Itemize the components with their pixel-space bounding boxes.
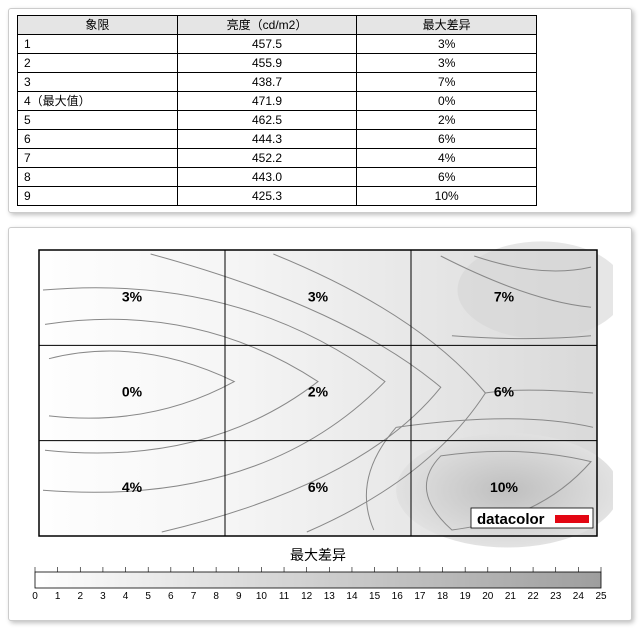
table-cell: 4% xyxy=(357,149,537,168)
table-cell: 9 xyxy=(18,187,178,206)
scale-tick-label: 9 xyxy=(236,591,242,602)
table-header-row: 象限 亮度（cd/m2） 最大差异 xyxy=(18,16,537,35)
table-panel: 象限 亮度（cd/m2） 最大差异 1457.53%2455.93%3438.7… xyxy=(8,8,632,213)
scale-tick-label: 15 xyxy=(369,591,381,602)
table-row: 3438.77% xyxy=(18,73,537,92)
scale-tick-label: 20 xyxy=(482,591,494,602)
table-cell: 425.3 xyxy=(177,187,357,206)
scale-tick-label: 24 xyxy=(573,591,585,602)
table-cell: 444.3 xyxy=(177,130,357,149)
cell-label: 6% xyxy=(308,479,329,495)
scale-tick-label: 11 xyxy=(279,591,290,602)
scale-bar xyxy=(35,572,601,588)
col-header-brightness: 亮度（cd/m2） xyxy=(177,16,357,35)
cell-label: 3% xyxy=(308,288,329,304)
table-row: 8443.06% xyxy=(18,168,537,187)
cell-label: 0% xyxy=(122,384,143,400)
table-cell: 6% xyxy=(357,130,537,149)
table-cell: 0% xyxy=(357,92,537,111)
table-cell: 4（最大值） xyxy=(18,92,178,111)
table-cell: 462.5 xyxy=(177,111,357,130)
scale-tick-label: 17 xyxy=(414,591,426,602)
table-row: 4（最大值）471.90% xyxy=(18,92,537,111)
table-cell: 452.2 xyxy=(177,149,357,168)
table-row: 7452.24% xyxy=(18,149,537,168)
scale-tick-label: 23 xyxy=(550,591,562,602)
scale-tick-label: 18 xyxy=(437,591,449,602)
cell-label: 3% xyxy=(122,288,143,304)
cell-label: 10% xyxy=(490,479,519,495)
table-cell: 2 xyxy=(18,54,178,73)
cell-label: 7% xyxy=(494,288,515,304)
table-cell: 443.0 xyxy=(177,168,357,187)
contour-chart: 3%3%7%0%2%6%4%6%10%datacolor最大差异01234567… xyxy=(17,234,613,614)
table-cell: 7% xyxy=(357,73,537,92)
table-cell: 5 xyxy=(18,111,178,130)
table-cell: 2% xyxy=(357,111,537,130)
table-cell: 455.9 xyxy=(177,54,357,73)
table-cell: 6% xyxy=(357,168,537,187)
scale-tick-label: 2 xyxy=(77,591,83,602)
scale-tick-label: 5 xyxy=(145,591,151,602)
table-row: 2455.93% xyxy=(18,54,537,73)
scale-tick-label: 0 xyxy=(32,591,38,602)
scale-tick-label: 19 xyxy=(460,591,472,602)
table-cell: 7 xyxy=(18,149,178,168)
scale-tick-label: 22 xyxy=(528,591,540,602)
scale-tick-label: 8 xyxy=(213,591,219,602)
col-header-quadrant: 象限 xyxy=(18,16,178,35)
table-row: 5462.52% xyxy=(18,111,537,130)
axis-title: 最大差异 xyxy=(290,547,346,563)
scale-tick-label: 13 xyxy=(324,591,336,602)
scale-tick-label: 14 xyxy=(346,591,358,602)
cell-label: 6% xyxy=(494,384,515,400)
table-cell: 6 xyxy=(18,130,178,149)
scale-tick-label: 25 xyxy=(595,591,607,602)
cell-label: 2% xyxy=(308,384,329,400)
brand-bar xyxy=(555,515,589,523)
scale-tick-label: 3 xyxy=(100,591,106,602)
table-cell: 471.9 xyxy=(177,92,357,111)
table-row: 9425.310% xyxy=(18,187,537,206)
table-cell: 10% xyxy=(357,187,537,206)
scale-tick-label: 16 xyxy=(392,591,404,602)
scale-tick-label: 4 xyxy=(123,591,129,602)
table-cell: 438.7 xyxy=(177,73,357,92)
luminance-table: 象限 亮度（cd/m2） 最大差异 1457.53%2455.93%3438.7… xyxy=(17,15,537,206)
scale-tick-label: 21 xyxy=(505,591,517,602)
brand-text: datacolor xyxy=(477,511,545,528)
table-cell: 1 xyxy=(18,35,178,54)
table-cell: 457.5 xyxy=(177,35,357,54)
scale-tick-label: 10 xyxy=(256,591,268,602)
table-row: 1457.53% xyxy=(18,35,537,54)
cell-label: 4% xyxy=(122,479,143,495)
chart-panel: 3%3%7%0%2%6%4%6%10%datacolor最大差异01234567… xyxy=(8,227,632,621)
scale-tick-label: 7 xyxy=(191,591,197,602)
table-cell: 8 xyxy=(18,168,178,187)
scale-tick-label: 6 xyxy=(168,591,174,602)
table-cell: 3% xyxy=(357,35,537,54)
scale-tick-label: 12 xyxy=(301,591,313,602)
table-cell: 3% xyxy=(357,54,537,73)
col-header-maxdiff: 最大差异 xyxy=(357,16,537,35)
table-cell: 3 xyxy=(18,73,178,92)
scale-tick-label: 1 xyxy=(55,591,61,602)
table-row: 6444.36% xyxy=(18,130,537,149)
